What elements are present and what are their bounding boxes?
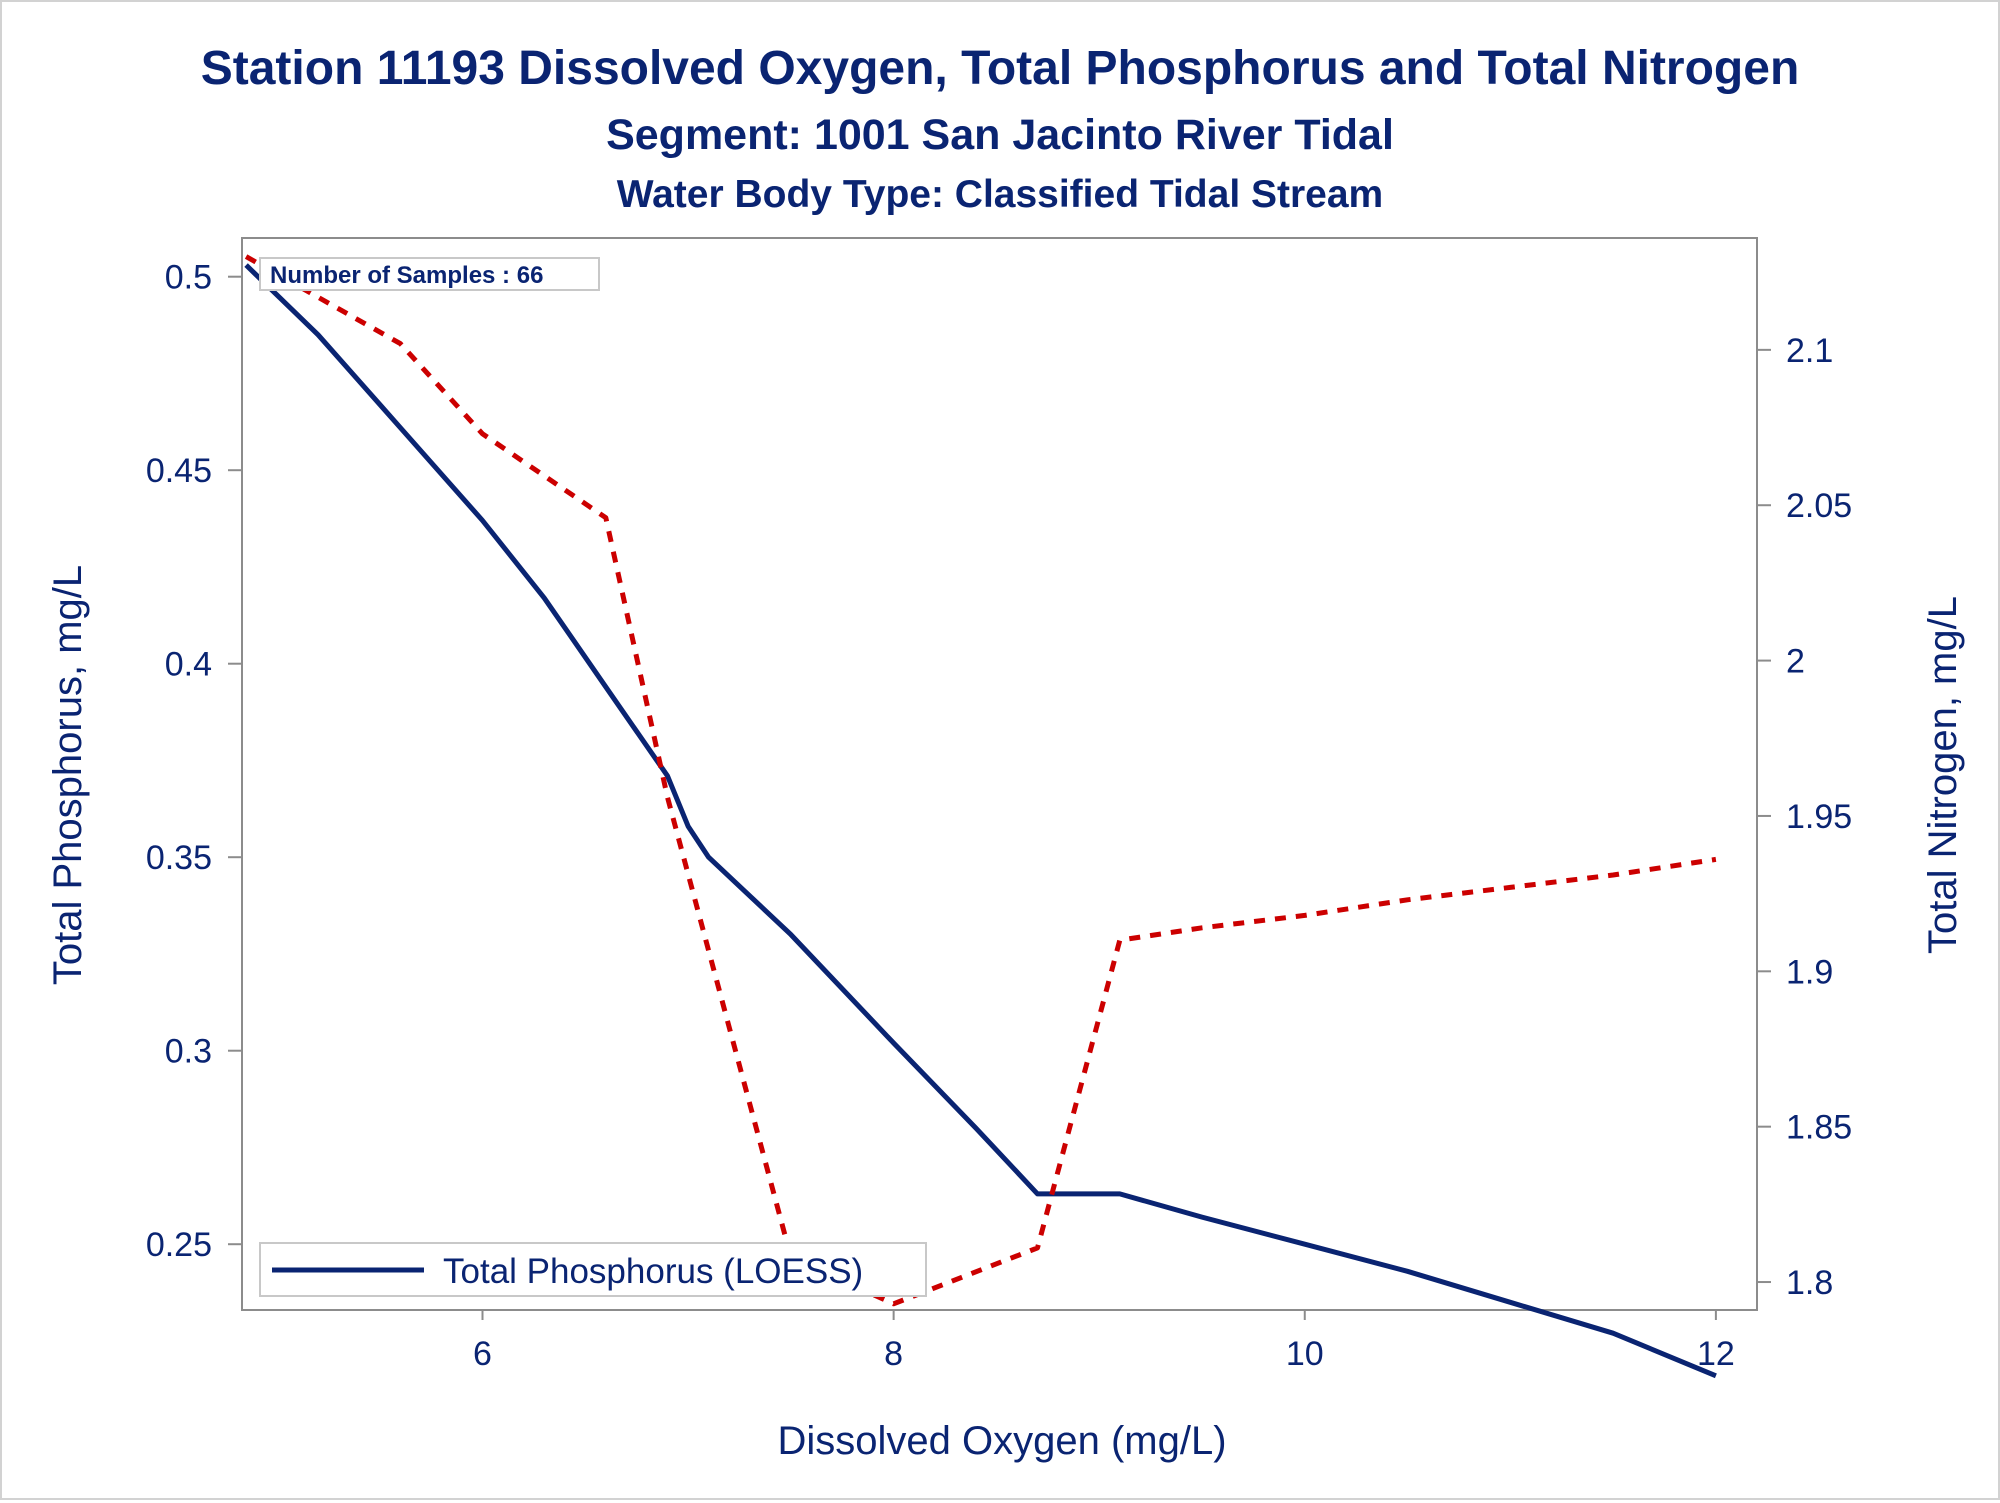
x-tick-label: 10 (1286, 1335, 1324, 1373)
y2-axis-label: Total Nitrogen, mg/L (1921, 596, 1965, 954)
y2-tick-label: 2.05 (1786, 487, 1852, 525)
y2-tick-label: 1.8 (1786, 1264, 1833, 1302)
y-axis-label: Total Phosphorus, mg/L (46, 565, 90, 985)
x-tick-label: 12 (1697, 1335, 1735, 1373)
total-phosphorus-line (244, 263, 1717, 1379)
y2-tick-label: 2 (1786, 643, 1805, 681)
y-tick-label: 0.4 (165, 646, 212, 684)
total-nitrogen-line (244, 254, 1717, 1307)
y2-tick-label: 2.1 (1786, 332, 1833, 370)
x-tick-label: 6 (473, 1335, 492, 1373)
y2-tick-label: 1.95 (1786, 798, 1852, 836)
y-tick-label: 0.25 (146, 1226, 212, 1264)
y-tick-label: 0.35 (146, 839, 212, 877)
sample-count-box (259, 257, 600, 291)
y2-tick-label: 1.85 (1786, 1109, 1852, 1147)
x-tick-label: 8 (884, 1335, 903, 1373)
y-tick-label: 0.3 (165, 1033, 212, 1071)
y-tick-label: 0.45 (146, 452, 212, 490)
plot-border (241, 237, 1758, 1311)
legend-label: Total Phosphorus (LOESS) (443, 1252, 863, 1291)
legend: Total Phosphorus (LOESS) (259, 1242, 927, 1297)
sample-count-annotation: Number of Samples : 66 (259, 257, 600, 291)
y-tick-label: 0.5 (165, 259, 212, 297)
plot-area: 6 8 10 12 0.25 0.3 0.35 0.4 0.45 0.5 1.8 1.85 1.9 1.9… (146, 237, 1852, 1379)
y2-tick-label: 1.9 (1786, 953, 1833, 991)
x-axis-label: Dissolved Oxygen (mg/L) (777, 1419, 1226, 1463)
sample-count-text: Number of Samples : 66 (270, 262, 543, 289)
chart-subtitle-2: Water Body Type: Classified Tidal Stream (617, 173, 1383, 216)
chart-title: Station 11193 Dissolved Oxygen, Total Ph… (201, 42, 1800, 95)
chart-subtitle: Segment: 1001 San Jacinto River Tidal (606, 111, 1394, 159)
